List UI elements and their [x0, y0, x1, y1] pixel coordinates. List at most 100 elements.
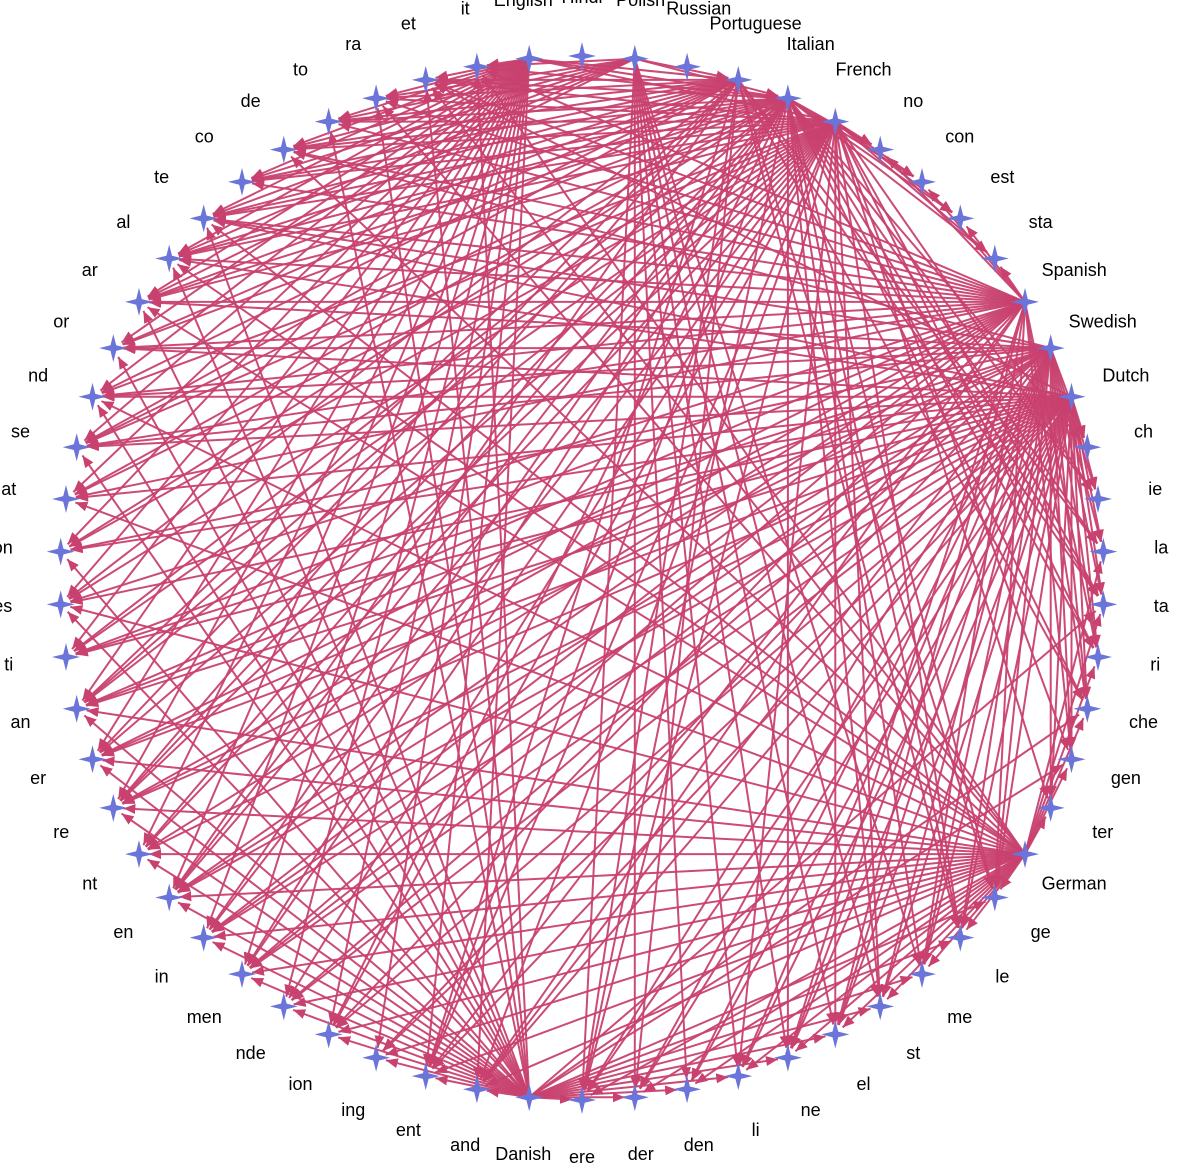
edge-French-to-men	[246, 121, 837, 967]
node-it	[462, 52, 491, 81]
node-label-nt: nt	[82, 874, 97, 894]
node-label-ter: ter	[1092, 822, 1113, 842]
node-label-ing: ing	[341, 1100, 365, 1120]
edge-Dutch-to-ch	[1070, 396, 1086, 438]
edge-Polish-to-Italian	[634, 57, 779, 98]
edge-Danish-to-ge	[528, 900, 986, 1099]
node-or	[99, 334, 128, 363]
edge-Spanish-to-te	[213, 215, 1026, 303]
node-hindi	[568, 42, 596, 70]
edge-Danish-to-an	[83, 714, 530, 1099]
edge-French-to-al	[178, 120, 836, 259]
edge-Spanish-to-ion	[334, 301, 1026, 1028]
node-ent	[411, 1062, 440, 1091]
node-label-gen: gen	[1111, 768, 1141, 788]
edge-Danish-to-it	[473, 76, 531, 1098]
edge-Dutch-to-den	[691, 396, 1073, 1082]
edge-Danish-to-nt	[146, 858, 530, 1099]
node-portuguese	[724, 65, 753, 94]
edge-Swedish-to-de	[293, 150, 1051, 350]
edge-German-to-de	[290, 155, 1026, 855]
node-se	[62, 433, 91, 462]
node-label-hindi: Hindi	[561, 0, 602, 7]
edge-German-to-ge	[999, 853, 1026, 890]
node-an	[62, 694, 91, 723]
node-ar	[125, 287, 153, 316]
edge-French-to-et	[435, 77, 836, 123]
edge-French-to-ion	[332, 121, 837, 1027]
node-label-ta: ta	[1154, 596, 1170, 616]
node-label-ne: ne	[801, 1100, 821, 1120]
edge-German-to-ta	[1024, 613, 1102, 855]
edges-layer	[66, 57, 1105, 1104]
edge-German-to-an	[86, 707, 1026, 856]
edge-Danish-to-ta	[528, 610, 1097, 1099]
node-label-le: le	[995, 966, 1009, 986]
edge-Dutch-to-et	[434, 83, 1072, 398]
edge-Danish-to-or	[117, 356, 531, 1098]
edge-German-to-in	[213, 853, 1026, 941]
edge-French-to-ta	[834, 121, 1100, 597]
edge-Dutch-to-on	[70, 395, 1072, 554]
edge-Dutch-to-at	[75, 395, 1072, 502]
node-label-li: li	[752, 1120, 760, 1140]
edge-Dutch-to-le	[959, 396, 1073, 929]
node-german	[1011, 840, 1039, 869]
edge-Dutch-to-er	[101, 395, 1072, 757]
node-no	[866, 135, 895, 164]
node-men	[228, 960, 256, 989]
edge-Danish-to-li	[529, 1073, 729, 1099]
edge-Spanish-to-sta	[999, 266, 1026, 303]
node-label-ent: ent	[396, 1120, 421, 1140]
edge-Dutch-to-es	[70, 395, 1072, 605]
node-label-italian: Italian	[787, 34, 835, 54]
node-label-ie: ie	[1148, 479, 1162, 499]
node-label-el: el	[856, 1074, 870, 1094]
edge-German-to-re	[123, 804, 1026, 856]
node-li	[724, 1062, 753, 1091]
edge-English-to-er	[96, 58, 531, 752]
edge-Italian-to-te	[213, 97, 789, 219]
edge-French-to-sta	[834, 120, 988, 253]
edge-Danish-to-to	[328, 131, 531, 1098]
node-label-ar: ar	[82, 260, 98, 280]
node-label-english: English	[494, 0, 553, 10]
edge-Danish-to-ing	[385, 1058, 530, 1099]
node-label-co: co	[195, 127, 214, 147]
node-le	[946, 923, 975, 952]
node-label-et: et	[401, 13, 416, 33]
edge-Swedish-to-ing	[382, 347, 1052, 1052]
edge-Danish-to-on	[66, 558, 530, 1098]
node-en	[155, 883, 184, 912]
edge-Dutch-to-in	[211, 395, 1073, 934]
edge-Polish-to-ere	[578, 58, 636, 1091]
node-label-it: it	[461, 0, 470, 19]
node-nde	[269, 992, 298, 1021]
edge-French-to-ere	[582, 121, 837, 1091]
node-re	[99, 793, 128, 822]
node-label-sta: sta	[1029, 212, 1054, 232]
node-label-nde: nde	[236, 1043, 266, 1063]
edge-Danish-to-re	[121, 812, 530, 1099]
edge-Portuguese-to-ra	[386, 78, 739, 103]
node-al	[155, 244, 184, 273]
node-label-russian: Russian	[666, 0, 731, 19]
edge-Dutch-to-nt	[147, 395, 1072, 851]
node-label-in: in	[155, 966, 169, 986]
node-es	[46, 590, 75, 619]
node-label-spanish: Spanish	[1042, 260, 1107, 280]
edge-German-to-te	[210, 223, 1026, 855]
edge-English-to-ion	[328, 58, 531, 1025]
edge-Italian-to-che	[787, 97, 1084, 701]
node-sta	[980, 244, 1009, 273]
edge-Swedish-to-nde	[290, 347, 1052, 1001]
node-ti	[52, 643, 80, 671]
edge-Spanish-to-ra	[385, 100, 1026, 303]
edge-Dutch-to-el	[837, 396, 1073, 1026]
edge-Dutch-to-ere	[586, 396, 1073, 1093]
edge-Danish-to-al	[172, 267, 531, 1098]
edge-Portuguese-to-ge	[737, 79, 993, 889]
edge-Dutch-to-re	[122, 395, 1072, 805]
edge-Dutch-to-men	[249, 395, 1073, 970]
edge-Swedish-to-and	[482, 347, 1052, 1083]
